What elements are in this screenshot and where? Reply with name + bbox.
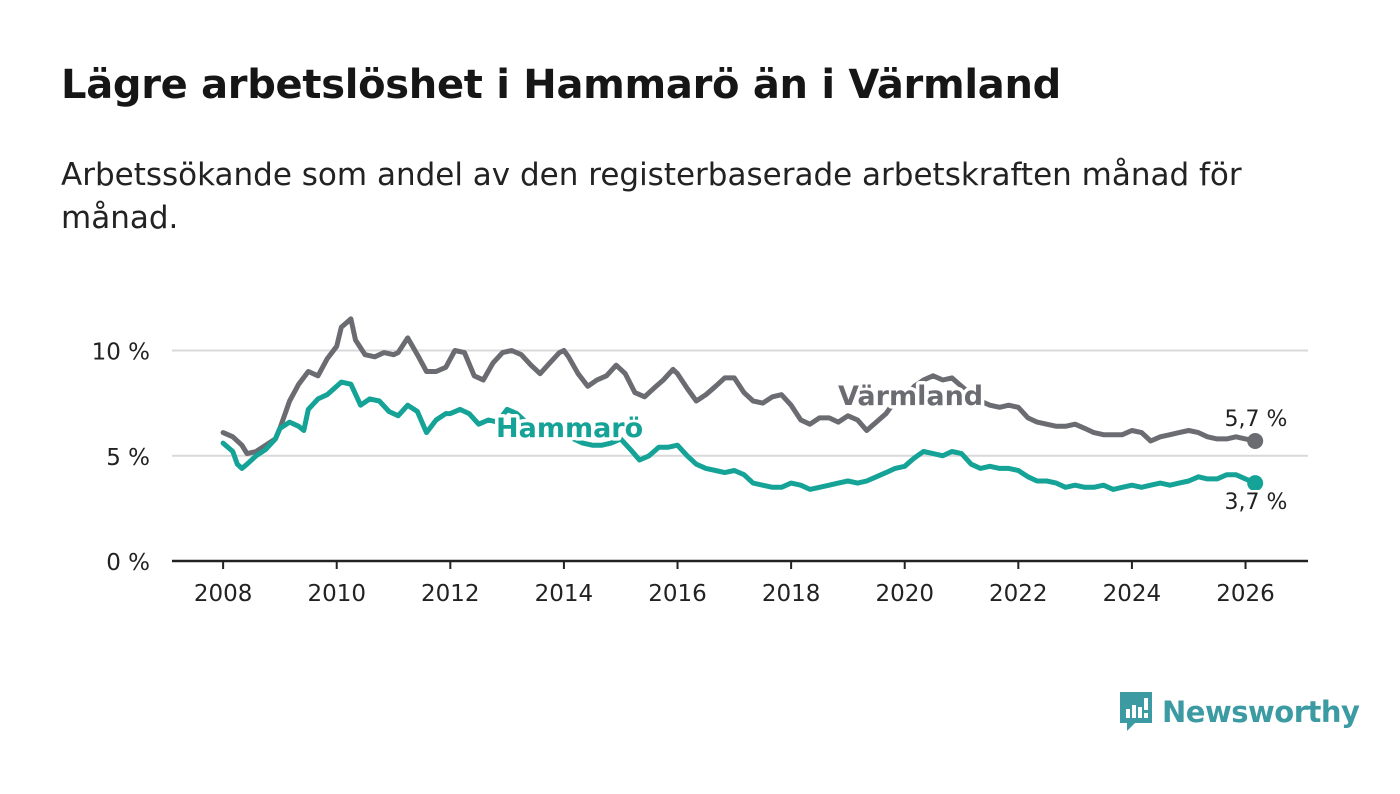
y-tick-label: 0 %: [106, 550, 150, 576]
end-value-label-hammaro: 3,7 %: [1225, 490, 1288, 515]
series-line-hammaro: [220, 379, 1258, 492]
end-point-hammaro: [1247, 475, 1264, 492]
series-line-varmland: [220, 316, 1258, 457]
chart-subtitle: Arbetssökande som andel av den registerb…: [61, 157, 1242, 236]
brand-name: Newsworthy: [1162, 695, 1360, 729]
bar-chart-speech-bubble-icon: [1120, 692, 1152, 731]
newsworthy-brand: Newsworthy: [1118, 690, 1360, 734]
end-value-label-varmland: 5,7 %: [1225, 407, 1288, 432]
series-label-hammaro: Hammarö: [496, 413, 643, 444]
x-tick-label: 2010: [307, 581, 366, 607]
y-tick-label: 10 %: [92, 340, 150, 366]
x-tick-label: 2008: [194, 581, 253, 607]
series-label-varmland: Värmland: [838, 381, 983, 412]
x-tick-label: 2018: [762, 581, 821, 607]
x-tick-label: 2012: [421, 581, 480, 607]
x-tick-label: 2016: [648, 581, 707, 607]
x-tick-label: 2014: [535, 581, 594, 607]
x-tick-label: 2024: [1103, 581, 1162, 607]
x-tick-label: 2026: [1216, 581, 1275, 607]
end-point-varmland: [1247, 433, 1264, 450]
y-tick-label: 5 %: [106, 445, 150, 471]
x-tick-label: 2022: [989, 581, 1048, 607]
chart-title: Lägre arbetslöshet i Hammarö än i Värmla…: [61, 62, 1061, 108]
x-tick-label: 2020: [875, 581, 934, 607]
